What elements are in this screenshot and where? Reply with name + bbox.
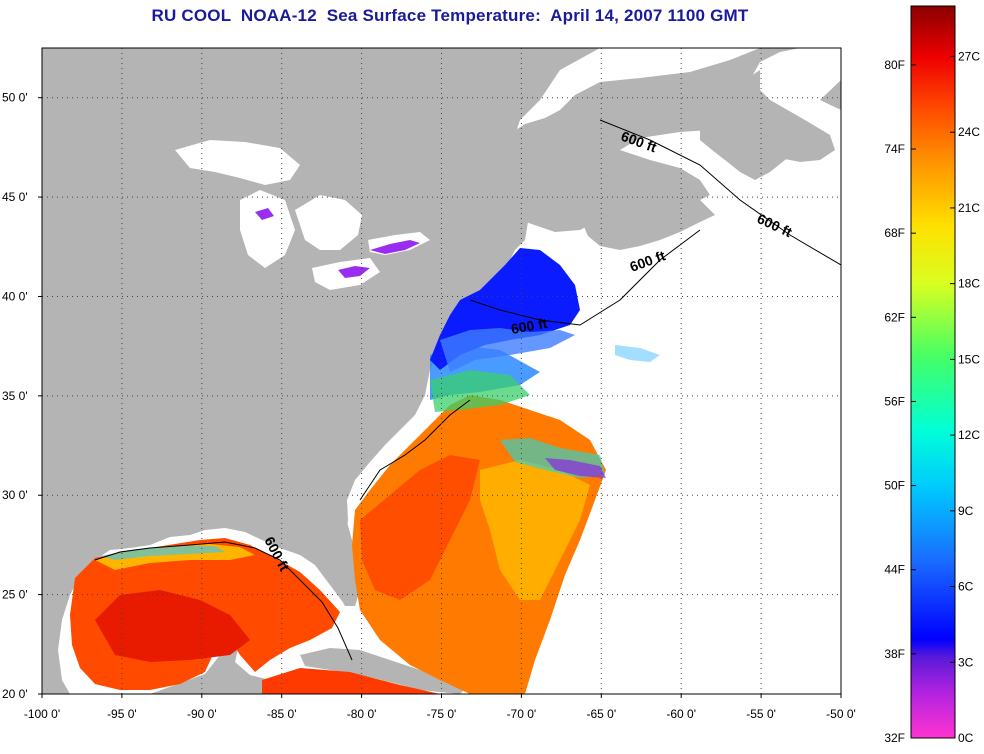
x-tick-label: -70 0' [507,707,537,721]
colorbar-celsius-label: 15C [958,352,980,366]
x-tick-label: -60 0' [666,707,696,721]
land-yucatan [42,618,275,694]
colorbar-celsius-label: 18C [958,277,980,291]
isobath-600ft-gulf [94,541,353,661]
colorbar-fahrenheit-label: 32F [884,731,905,745]
land-florida [326,515,360,606]
colorbar-fahrenheit-label: 38F [884,647,905,661]
colorbar-celsius-label: 9C [958,504,974,518]
sst-lake-huron-patch [255,208,274,220]
colorbar-fahrenheit-ticks: 32F 38F 44F 50F 56F 62F 68F 74F 80F [884,58,916,745]
land-cuba [300,648,470,694]
sst-scotian-patch [615,345,660,362]
colorbar [910,5,956,739]
sst-atlantic-red-band [360,455,480,600]
colorbar-fahrenheit-label: 68F [884,226,905,240]
sst-shelf-lightblue [440,328,575,372]
land-great-lakes-water [175,140,430,290]
map-plot-area [42,48,841,694]
sst-atlantic-purple-patch [545,458,606,478]
contour-label-600ft: 600 ft [510,315,549,337]
y-tick-label: 45 0' [2,190,28,204]
sst-gulf-shelf-blue [100,546,225,560]
colorbar-fahrenheit-label: 50F [884,479,905,493]
x-tick-label: -75 0' [427,707,457,721]
x-tick-label: -85 0' [267,707,297,721]
map-title: RU COOL NOAA-12 Sea Surface Temperature:… [151,6,749,25]
isobath-600ft-atlantic [359,119,841,501]
sst-lake-erie [370,240,420,254]
x-axis-ticks: -100 0' -95 0' -90 0' -85 0' -80 0' -75 0' -70… [24,694,856,721]
x-tick-label: -100 0' [24,707,60,721]
y-tick-label: 25 0' [2,588,28,602]
y-axis-ticks: 20 0' 25 0' 30 0' 35 0' 40 0' 45 0' 50 0' [2,91,42,701]
x-tick-label: -65 0' [586,707,616,721]
sst-caribbean [262,668,440,694]
sst-slope-green [430,370,530,412]
colorbar-celsius-ticks: 0C 3C 6C 9C 12C 15C 18C 21C 24C 27C [950,49,980,745]
x-tick-label: -55 0' [746,707,776,721]
land-newfoundland [700,70,805,180]
colorbar-fahrenheit-label: 56F [884,394,905,408]
land-mainland [42,48,600,694]
colorbar-celsius-label: 0C [958,731,974,745]
colorbar-fahrenheit-label: 74F [884,142,905,156]
y-tick-label: 50 0' [2,91,28,105]
colorbar-celsius-label: 12C [958,428,980,442]
land-nova-scotia [582,185,715,250]
colorbar-fahrenheit-label: 62F [884,310,905,324]
colorbar-celsius-label: 3C [958,655,974,669]
y-tick-label: 40 0' [2,289,28,303]
y-tick-label: 30 0' [2,488,28,502]
x-tick-label: -95 0' [107,707,137,721]
x-tick-label: -90 0' [187,707,217,721]
colorbar-celsius-label: 27C [958,49,980,63]
y-tick-label: 35 0' [2,389,28,403]
x-tick-label: -50 0' [826,707,856,721]
land-north-america [42,48,841,232]
colorbar-fahrenheit-label: 80F [884,58,905,72]
colorbar-fahrenheit-label: 44F [884,563,905,577]
y-tick-label: 20 0' [2,687,28,701]
colorbar-celsius-label: 21C [958,201,980,215]
colorbar-celsius-label: 24C [958,125,980,139]
sst-gulf-red-core [95,590,250,662]
x-tick-label: -80 0' [347,707,377,721]
colorbar-celsius-label: 6C [958,580,974,594]
